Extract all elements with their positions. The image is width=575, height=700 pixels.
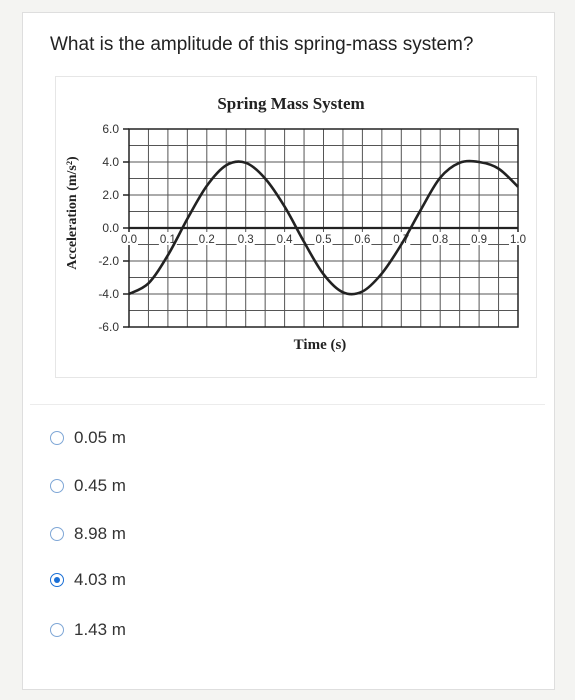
x-tick-label: 0.4: [277, 234, 294, 246]
x-tick-label-bg: [275, 232, 294, 245]
y-tick-label: -2.0: [98, 254, 119, 268]
y-axis-ticks: 6.0 4.0 2.0 0.0 -2.0 -4.0 -6.0: [98, 122, 129, 334]
y-axis-label: Acceleration (m/s²): [65, 156, 80, 270]
x-tick-label-bg: [158, 232, 177, 245]
acceleration-curve: [128, 159, 519, 296]
x-tick-label: 0.5: [316, 234, 332, 246]
x-tick-label-bg: [470, 232, 489, 245]
y-tick-label: 2.0: [102, 188, 119, 202]
y-tick-label: 6.0: [102, 122, 119, 136]
x-axis-ticks: 0.0 0.1 0.2 0.3 0.4 0.5 0.6 0.7 0.8 0.9 1.0: [120, 232, 527, 246]
x-tick-label-bg: [314, 232, 333, 245]
x-tick-label-bg: [353, 232, 372, 245]
y-tick-label: -4.0: [98, 287, 119, 301]
radio-button-selected[interactable]: [50, 573, 64, 587]
option-1[interactable]: 0.05 m: [50, 428, 126, 448]
y-tick-label: 4.0: [102, 155, 119, 169]
option-2[interactable]: 0.45 m: [50, 476, 126, 496]
x-tick-label-bg: [236, 232, 255, 245]
x-tick-label: 0.2: [199, 234, 215, 246]
y-tick-label: -6.0: [98, 320, 119, 334]
option-3[interactable]: 8.98 m: [50, 524, 126, 544]
radio-button[interactable]: [50, 527, 64, 541]
radio-button[interactable]: [50, 431, 64, 445]
x-tick-label: 0.9: [471, 234, 487, 246]
x-tick-label-bg: [509, 232, 527, 245]
chart-grid: [128, 128, 519, 328]
x-tick-label: 0.1: [160, 234, 176, 246]
option-5[interactable]: 1.43 m: [50, 620, 126, 640]
option-4[interactable]: 4.03 m: [50, 570, 126, 590]
chart-figure: Spring Mass System 6.0 4.0 2.0 0.0 -2.0 -4.0-…: [55, 76, 537, 378]
option-label: 4.03 m: [74, 570, 126, 589]
question-text: What is the amplitude of this spring-mas…: [50, 34, 474, 55]
option-label: 1.43 m: [74, 620, 126, 639]
x-tick-label: 0.0: [121, 234, 137, 246]
radio-button[interactable]: [50, 479, 64, 493]
x-tick-label: 0.3: [238, 234, 254, 246]
x-tick-label-bg: [197, 232, 216, 245]
x-tick-label: 0.8: [432, 234, 448, 246]
x-tick-label: 1.0: [510, 234, 526, 246]
radio-button[interactable]: [50, 623, 64, 637]
divider: [30, 404, 545, 405]
y-tick-label: 0.0: [102, 221, 119, 235]
x-axis-label: Time (s): [294, 337, 347, 353]
option-label: 0.05 m: [74, 428, 126, 447]
option-label: 0.45 m: [74, 476, 126, 495]
x-tick-label-bg: [431, 232, 450, 245]
chart-svg: Spring Mass System 6.04.02.00.0-2.0-4.0-…: [65, 94, 527, 353]
x-tick-label-bg: [120, 232, 138, 245]
chart-title: Spring Mass System: [217, 94, 364, 113]
option-label: 8.98 m: [74, 524, 126, 543]
x-tick-label: 0.6: [354, 234, 370, 246]
